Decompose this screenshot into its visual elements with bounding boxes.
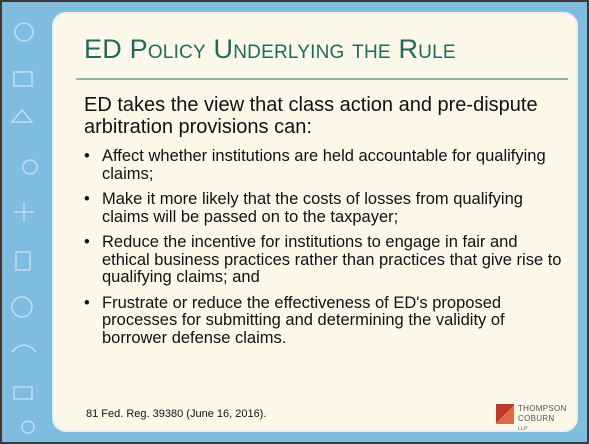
bullet-list: Affect whether institutions are held acc… [84,148,564,355]
logo-text: THOMPSON [518,404,567,413]
logo-mark [496,404,514,424]
bullet-item: Make it more likely that the costs of lo… [84,191,564,226]
title-underline [76,78,568,80]
intro-text: ED takes the view that class action and … [84,94,554,138]
content-panel: ED Policy Underlying the Rule ED takes t… [52,12,578,432]
logo-suffix: LLP [518,426,528,432]
slide: ED Policy Underlying the Rule ED takes t… [0,0,589,444]
logo-text: COBURN LLP [518,414,566,432]
slide-title: ED Policy Underlying the Rule [84,34,456,65]
logo-text: COBURN [518,414,554,423]
citation: 81 Fed. Reg. 39380 (June 16, 2016). [86,408,266,420]
bullet-item: Affect whether institutions are held acc… [84,148,564,183]
logo: THOMPSON COBURN LLP [496,402,566,426]
bullet-item: Reduce the incentive for institutions to… [84,234,564,287]
bullet-item: Frustrate or reduce the effectiveness of… [84,295,564,348]
